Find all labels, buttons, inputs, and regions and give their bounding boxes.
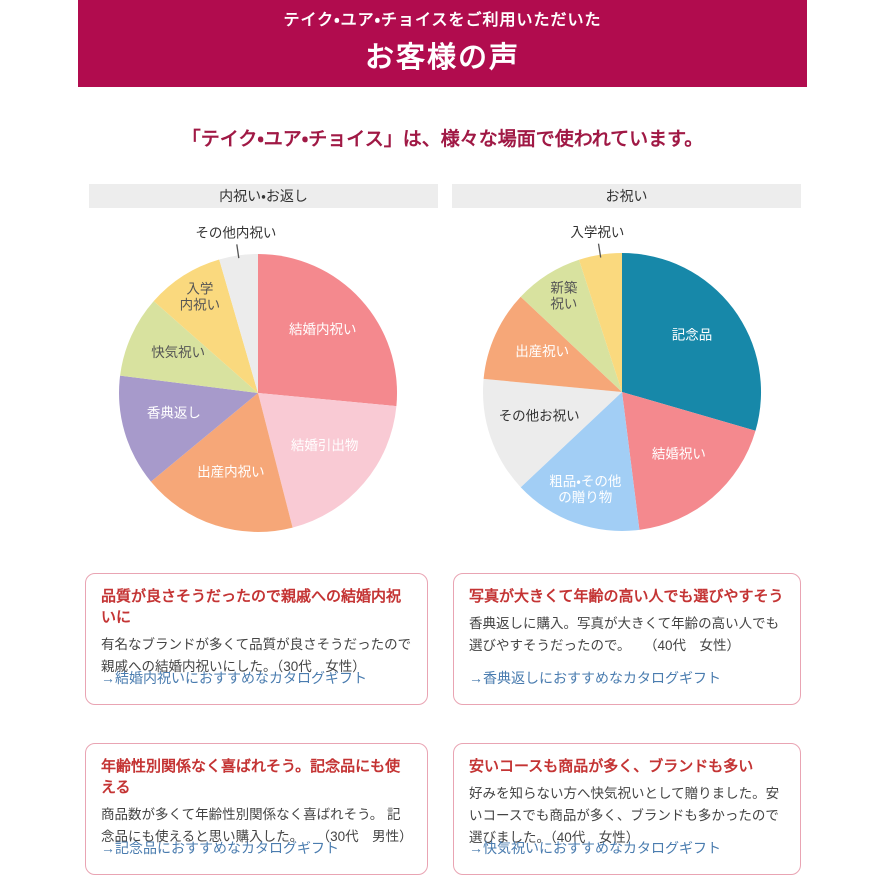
pie-slice-4	[483, 296, 622, 392]
pie-label: 出産内祝い	[197, 464, 265, 479]
section-header-label: 内祝い・お返し	[219, 188, 308, 204]
pie-slice-4	[120, 301, 258, 393]
testimonial-title: 写真が大きくて年齢の高い人でも選びやすそう	[469, 588, 784, 605]
testimonial-card: 年齢性別関係なく喜ばれそう。記念品にも使える 商品数が多くて年齢性別関係なく喜ば…	[85, 743, 428, 875]
pie-slice-2	[520, 392, 640, 531]
pie-slice-3	[119, 375, 259, 482]
recommend-link[interactable]: →香典返しにおすすめなカタログギフト	[469, 670, 721, 686]
pie-slice-1	[622, 392, 756, 530]
testimonial-body: 香典返しに購入。写真が大きくて年齢の高い人でも選びやすそうだったので。 （40代…	[469, 616, 780, 653]
section-header-uchiiwai: 内祝い・お返し	[89, 184, 438, 208]
pie-label: 記念品	[672, 327, 713, 342]
testimonial-title: 年齢性別関係なく喜ばれそう。記念品にも使える	[101, 758, 401, 796]
pie-slice-5	[153, 259, 258, 393]
testimonial-body: 商品数が多くて年齢性別関係なく喜ばれそう。 記念品にも使えると思い購入した。 （…	[101, 807, 413, 844]
pie-label: 結婚内祝い	[289, 322, 357, 337]
pie-label-pointer	[597, 243, 602, 258]
pie-slice-3	[482, 378, 622, 488]
testimonial-title: 品質が良さそうだったので親戚への結婚内祝いに	[101, 588, 402, 626]
pie-label: 結婚引出物	[291, 438, 359, 453]
content-column: テイク・ユア・チョイスをご利用いただいた お客様の声 「テイク・ユア・チョイス」…	[78, 0, 807, 884]
testimonial-body: 好みを知らない方へ快気祝いとして贈りました。安いコースでも商品が多く、ブランドも…	[469, 786, 780, 845]
intro-text: 「テイク・ユア・チョイス」は、様々な場面で使われています。	[181, 129, 704, 150]
testimonial-card: 品質が良さそうだったので親戚への結婚内祝いに 有名なブランドが多くて品質が良さそ…	[85, 573, 428, 705]
pie-label: 入学祝い	[570, 225, 624, 240]
testimonial-body: 有名なブランドが多くて品質が良さそうだったので親戚への結婚内祝いにした。（30代…	[101, 637, 412, 674]
pie-label: 入学内祝い	[180, 282, 221, 313]
pie-slice-0	[622, 253, 762, 431]
pie-label: その他お祝い	[499, 408, 580, 423]
recommend-link[interactable]: →結婚内祝いにおすすめなカタログギフト	[101, 670, 367, 686]
banner-subtitle: テイク・ユア・チョイスをご利用いただいた	[283, 11, 602, 29]
testimonial-title: 安いコースも商品が多く、ブランドも多い	[469, 758, 754, 775]
pie-slice-6	[219, 253, 258, 393]
pie-label: 快気祝い	[151, 345, 205, 360]
pie-label: 結婚祝い	[652, 447, 706, 462]
section-header-oiwai: お祝い	[452, 184, 801, 208]
pie-label: 粗品・その他の贈り物	[549, 474, 621, 505]
section-header-label: お祝い	[605, 188, 648, 204]
pie-slice-5	[520, 259, 622, 392]
recommend-link[interactable]: →快気祝いにおすすめなカタログギフト	[469, 840, 721, 856]
pie-slice-2	[150, 393, 293, 532]
pie-label: その他内祝い	[195, 226, 276, 241]
page-banner: テイク・ユア・チョイスをご利用いただいた お客様の声	[78, 0, 807, 87]
pie-label: 香典返し	[147, 405, 201, 420]
page-title: お客様の声	[364, 42, 520, 75]
testimonial-card: 写真が大きくて年齢の高い人でも選びやすそう 香典返しに購入。写真が大きくて年齢の…	[453, 573, 801, 705]
testimonial-card: 安いコースも商品が多く、ブランドも多い 好みを知らない方へ快気祝いとして贈りまし…	[453, 743, 801, 875]
pie-slice-1	[258, 393, 397, 528]
recommend-link[interactable]: →記念品におすすめなカタログギフト	[101, 840, 339, 856]
pie-slice-0	[258, 254, 398, 407]
pie-label: 新築祝い	[550, 281, 577, 312]
pie-slice-6	[579, 252, 622, 392]
pie-label: 出産祝い	[515, 344, 569, 359]
pie-label-pointer	[236, 244, 240, 259]
